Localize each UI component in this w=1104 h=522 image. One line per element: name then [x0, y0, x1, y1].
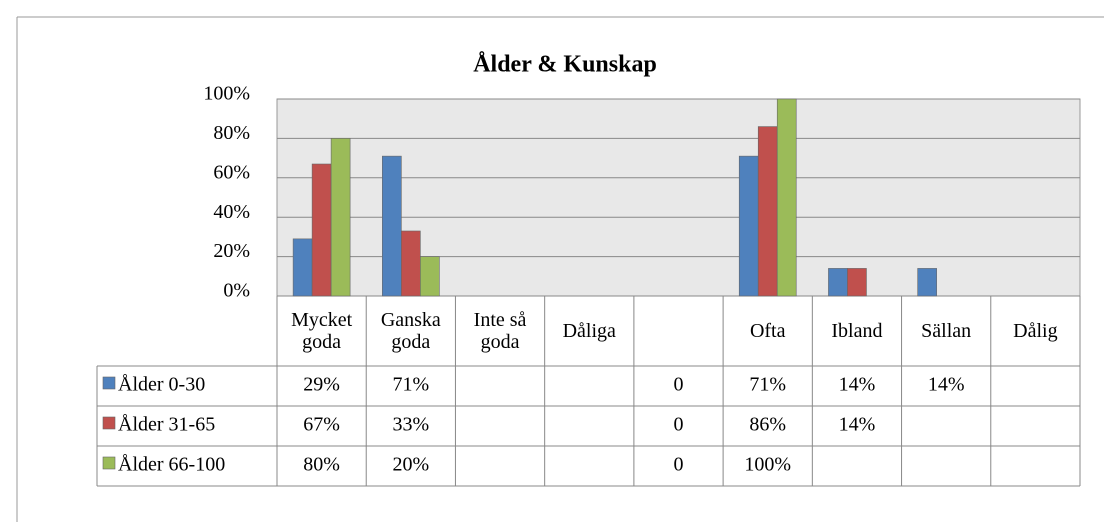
bar — [311, 163, 332, 297]
category-label: Ganska goda — [380, 309, 441, 353]
legend-key — [102, 456, 116, 470]
chart-title: Ålder & Kunskap — [473, 52, 657, 78]
y-tick-label: 0% — [223, 280, 250, 302]
y-tick-label: 60% — [213, 161, 250, 183]
legend-key — [102, 416, 116, 430]
data-label: 29% — [303, 374, 340, 396]
data-label: 14% — [839, 414, 876, 436]
data-label: 0 — [674, 454, 684, 476]
bar — [292, 238, 313, 297]
bar — [738, 155, 759, 297]
x-tick-label: Mycket goda — [291, 309, 353, 353]
y-tick-label: 20% — [213, 240, 250, 262]
category-label: Inte så goda — [473, 309, 527, 353]
bar — [420, 256, 440, 297]
data-label: 71% — [749, 374, 786, 396]
category-label: Dåliga — [562, 320, 616, 342]
data-label: 71% — [392, 374, 429, 396]
category-label: Mycket goda — [291, 309, 353, 353]
category-label: Ofta — [749, 320, 786, 342]
bar — [330, 138, 351, 297]
y-tick-label: 80% — [213, 122, 250, 144]
data-label: 0 — [674, 414, 684, 436]
legend-label: Ålder 0-30 — [118, 374, 205, 396]
data-label: 80% — [303, 454, 340, 476]
bar — [757, 126, 778, 297]
data-label: 20% — [392, 454, 429, 476]
x-tick-label: Sällan — [921, 320, 972, 342]
legend-label: Ålder 31-65 — [118, 414, 215, 436]
data-label: 14% — [839, 374, 876, 396]
category-label: Sällan — [921, 320, 972, 342]
plot-area — [276, 98, 1081, 297]
bar — [776, 98, 797, 297]
bar — [828, 268, 848, 297]
bar — [917, 268, 937, 297]
bar — [382, 155, 402, 297]
x-tick-label: Ibland — [831, 320, 883, 342]
x-tick-label: Ganska goda — [380, 309, 441, 353]
x-tick-label: Ofta — [749, 320, 786, 342]
legend-key — [102, 376, 116, 390]
x-tick-label: Inte så goda — [473, 309, 527, 353]
data-label: 67% — [303, 414, 340, 436]
x-tick-label: Dålig — [1013, 320, 1058, 342]
legend-label: Ålder 66-100 — [118, 454, 225, 476]
bar — [401, 230, 421, 297]
y-tick-label: 40% — [213, 201, 250, 223]
x-tick-label: Dåliga — [562, 320, 616, 342]
category-label: Ibland — [831, 320, 883, 342]
data-label: 100% — [744, 454, 791, 476]
category-label: Dålig — [1013, 320, 1058, 342]
data-label: 14% — [928, 374, 965, 396]
bar — [847, 268, 867, 297]
data-label: 86% — [749, 414, 786, 436]
y-tick-label: 100% — [203, 83, 250, 105]
data-label: 0 — [674, 374, 684, 396]
data-label: 33% — [392, 414, 429, 436]
